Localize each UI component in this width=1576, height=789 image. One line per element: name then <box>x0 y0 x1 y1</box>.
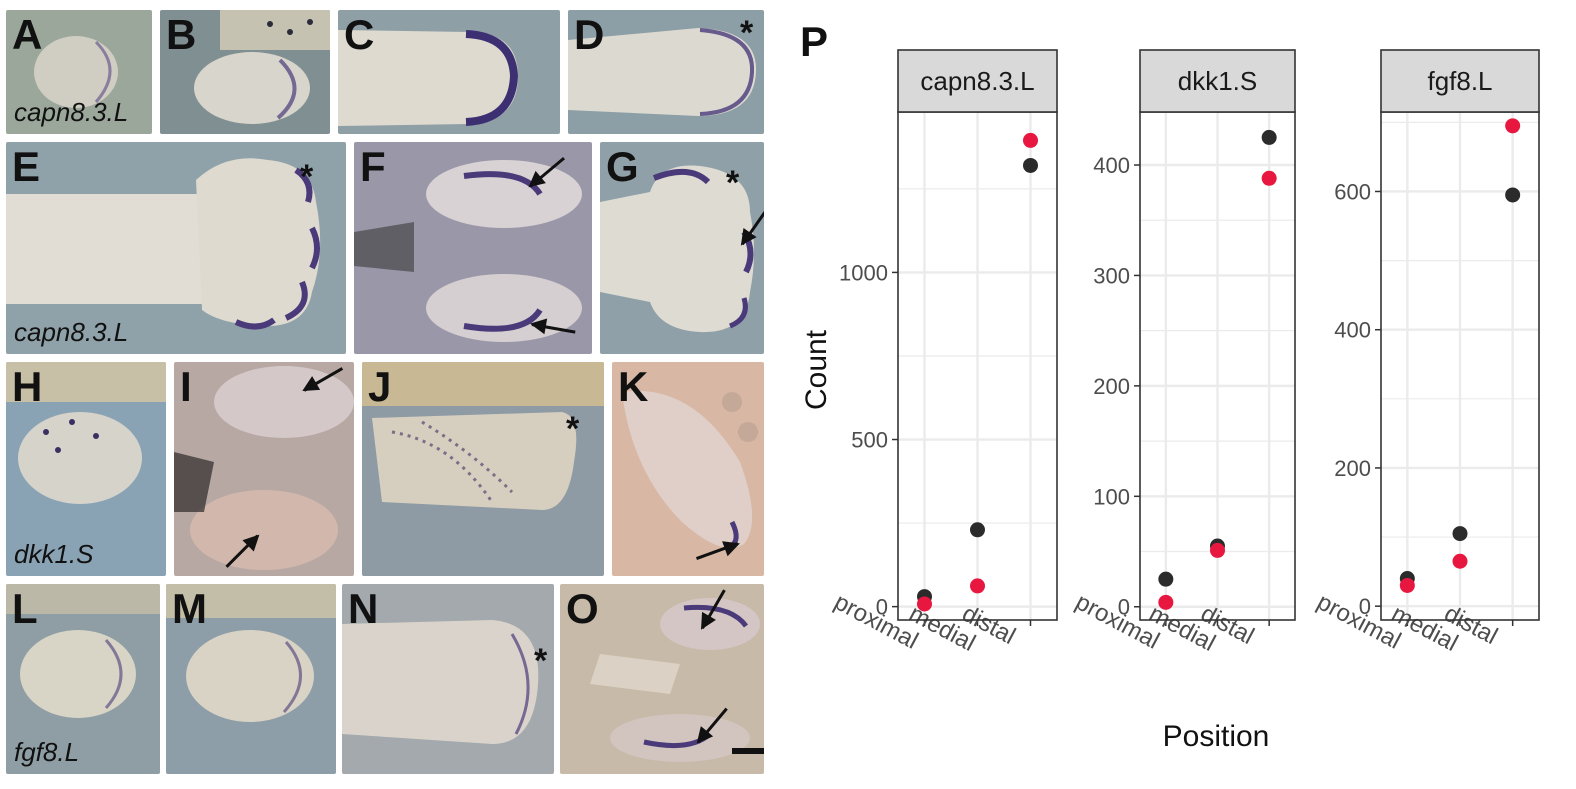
y-tick-label: 1000 <box>839 260 888 285</box>
data-point <box>1210 542 1225 558</box>
facet-strip <box>897 49 1058 113</box>
data-point <box>1505 187 1521 203</box>
panel-letter-a: A <box>12 11 43 58</box>
data-point <box>1505 118 1521 134</box>
y-tick-label: 600 <box>1334 179 1371 204</box>
facet-strip <box>1380 49 1540 113</box>
gene-label-row3: dkk1.S <box>14 539 94 569</box>
micrograph-panel-c: C <box>338 10 560 134</box>
y-tick-label: 200 <box>1334 456 1371 481</box>
y-tick-label: 400 <box>1334 318 1371 343</box>
asterisk-marker: * <box>566 410 580 448</box>
panel-letter-e: E <box>12 143 41 190</box>
gene-label-row1: capn8.3.L <box>14 97 129 127</box>
facet-title: fgf8.L <box>1427 66 1492 96</box>
data-point <box>1023 157 1038 173</box>
micrograph-panel-d: D * <box>568 10 764 134</box>
micrograph-panel-l: L fgf8.L <box>6 584 160 774</box>
micrograph-panel-e: E * capn8.3.L <box>6 142 346 354</box>
x-axis-label: Position <box>1163 720 1270 753</box>
y-tick-label: 500 <box>851 428 888 453</box>
panel-letter-n: N <box>348 585 379 632</box>
panel-letter-f: F <box>360 143 386 190</box>
y-tick-label: 200 <box>1093 374 1130 399</box>
y-tick-label: 300 <box>1093 263 1130 288</box>
micrograph-panel-i: I <box>174 362 354 576</box>
y-tick-label: 400 <box>1093 153 1130 178</box>
micrograph-panel-f: F <box>354 142 592 354</box>
micrograph-panel-j: J * <box>362 362 604 576</box>
data-point <box>1452 553 1468 569</box>
scale-bar <box>732 748 764 754</box>
facet-title: dkk1.S <box>1178 66 1258 96</box>
dot-plot-figure: P Count Position 0 500 1000 proximal medial d… <box>776 0 1576 784</box>
data-point <box>1261 170 1277 186</box>
micrograph-panel-h: H dkk1.S <box>6 362 166 576</box>
panel-letter-i: I <box>180 363 192 410</box>
y-tick-label: 0 <box>1118 595 1130 620</box>
panel-letter-k: K <box>618 363 649 410</box>
gene-label-row4: fgf8.L <box>14 737 80 767</box>
micrograph-panel-m: M <box>166 584 336 774</box>
y-tick-label: 0 <box>876 595 888 620</box>
panel-letter-o: O <box>566 585 599 632</box>
data-point <box>1452 526 1468 542</box>
micrograph-panel-g: G * <box>600 142 764 354</box>
panel-letter-c: C <box>344 11 375 58</box>
gene-label-row2: capn8.3.L <box>14 317 129 347</box>
panel-letter-g: G <box>606 143 639 190</box>
dot-plot-svg: P Count Position 05001000proximalmediald… <box>800 18 1540 753</box>
asterisk-marker: * <box>740 14 754 52</box>
y-tick-label: 0 <box>1359 594 1371 619</box>
data-point <box>1158 594 1174 610</box>
data-point <box>970 522 985 538</box>
facet-group: 05001000proximalmedialdistalcapn8.3.L010… <box>830 49 1540 657</box>
micrograph-panel-b: B <box>160 10 330 134</box>
asterisk-marker: * <box>300 158 314 196</box>
micrograph-panel-k: K <box>612 362 764 576</box>
panel-letter-b: B <box>166 11 197 58</box>
facet-title: capn8.3.L <box>920 66 1034 96</box>
micrograph-panel-n: N * <box>342 584 554 774</box>
panel-letter-m: M <box>172 585 207 632</box>
panel-letter-d: D <box>574 11 605 58</box>
data-point <box>917 596 932 612</box>
data-point <box>1158 571 1174 587</box>
asterisk-marker: * <box>534 642 548 680</box>
micrograph-panel-o: O <box>560 584 764 774</box>
asterisk-marker: * <box>726 164 740 202</box>
data-point <box>1399 577 1415 593</box>
panel-letter-h: H <box>12 363 43 410</box>
panel-letter-p: P <box>800 18 828 65</box>
facet-strip <box>1139 49 1296 113</box>
panel-letter-l: L <box>12 585 38 632</box>
micrograph-panel-a: A capn8.3.L <box>6 10 152 134</box>
data-point <box>1023 132 1038 148</box>
y-tick-label: 100 <box>1093 484 1130 509</box>
panel-letter-j: J <box>368 363 392 410</box>
data-point <box>1261 129 1277 145</box>
data-point <box>970 578 985 594</box>
y-axis-label: Count <box>800 329 833 410</box>
